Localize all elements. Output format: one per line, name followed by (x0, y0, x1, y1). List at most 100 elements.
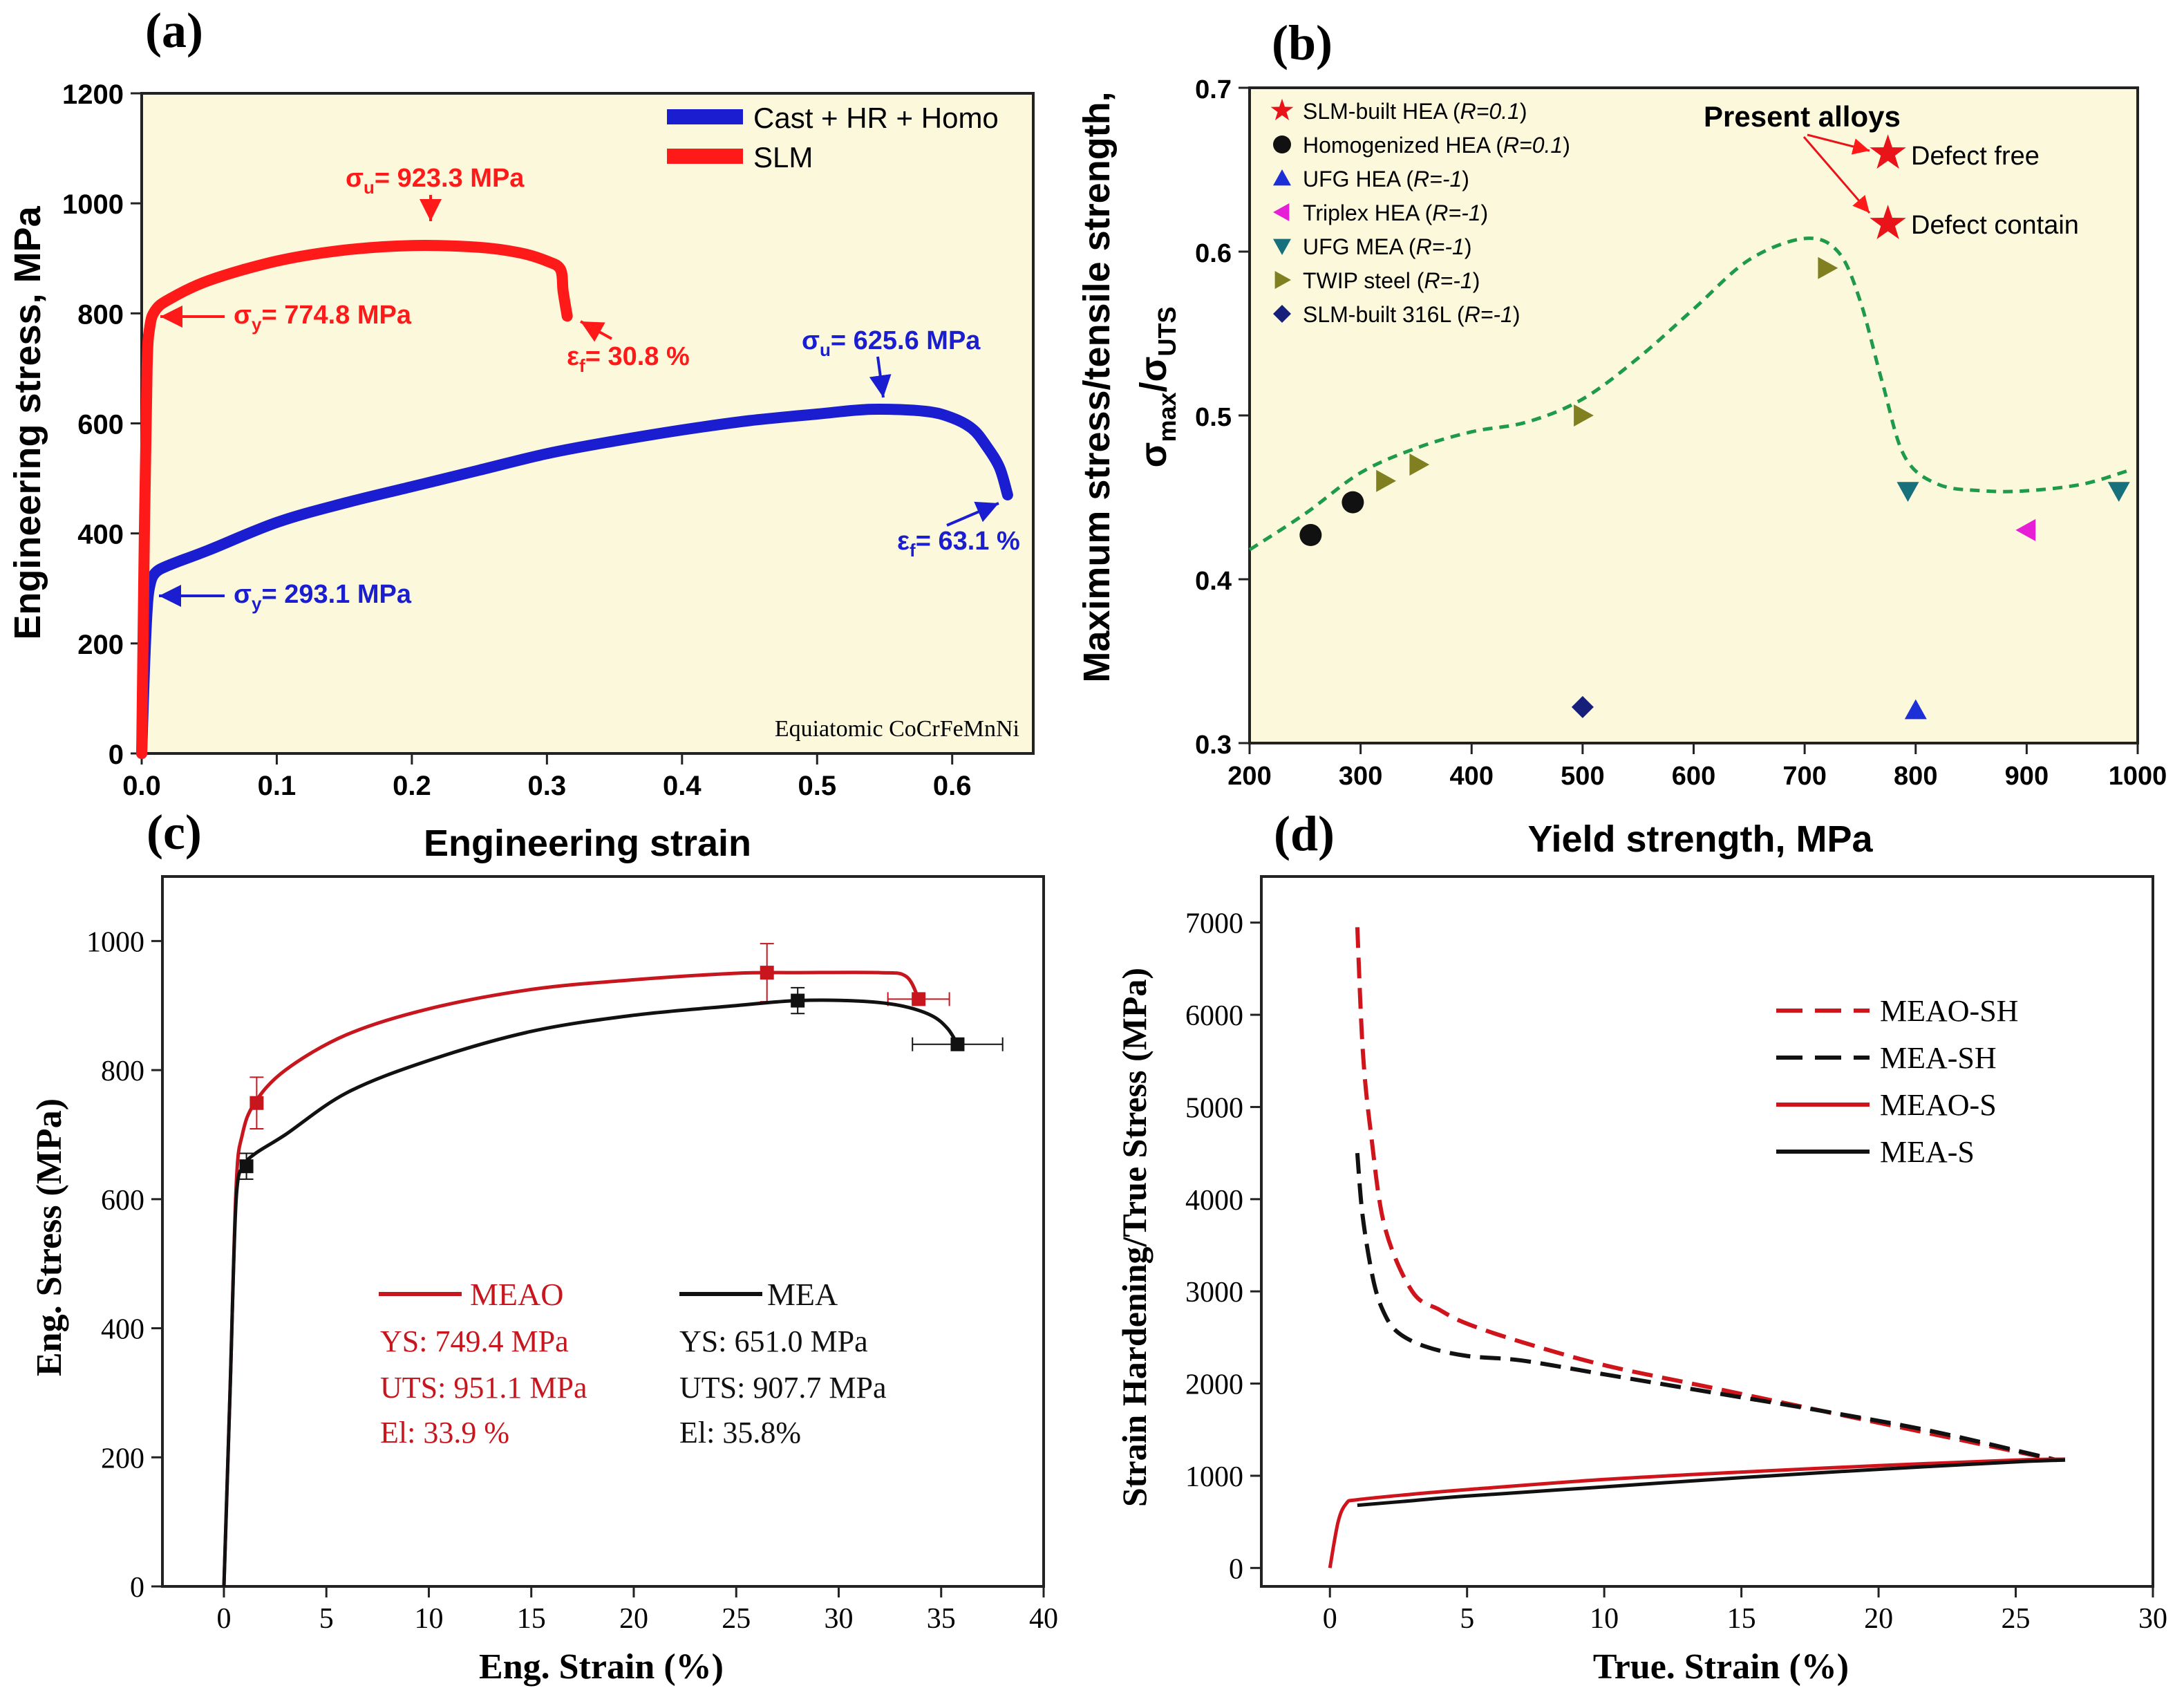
legend-label-ufg-mea: UFG MEA (R=-1) (1303, 234, 1471, 259)
y-tick-label: 4000 (1185, 1185, 1243, 1217)
data-point-triplex-hea (2015, 518, 2036, 541)
panel-b-y-axis-main: Maximum stress/tensile strength, (1076, 91, 1118, 682)
data-point-ufg-hea (1904, 699, 1927, 720)
panel-b-ticks: 200 300 400 500 600 700 800 900 1000 0.3 0.4 0.5 0.6… (1195, 75, 2167, 791)
legend-close-paren: ) (1520, 99, 1527, 124)
y-tick-label: 2000 (1185, 1369, 1243, 1401)
legend-close-paren: ) (1473, 268, 1480, 293)
x-tick-label: 15 (517, 1603, 546, 1635)
y-tick-label: 1000 (1185, 1461, 1243, 1493)
annotation-slm-ys: σy= 774.8 MPa (234, 301, 412, 335)
legend-el-mea: El: 35.8% (679, 1416, 801, 1450)
panel-d-legend: MEAO-SH MEA-SH MEAO-S MEA-S (1776, 994, 2018, 1169)
legend-label-mea-sh: MEA-SH (1880, 1041, 1997, 1075)
panel-a-plot-area (140, 92, 1035, 755)
series-line-slm (136, 240, 573, 759)
panel-b-y-axis-ratio: σmax/σUTS (1133, 307, 1181, 468)
legend-name-mea: MEA (767, 1277, 838, 1312)
panel-b-plot-area (1248, 86, 2139, 744)
data-point-twip-steel (1818, 256, 1838, 279)
x-tick-label: 0 (216, 1603, 231, 1635)
x-tick-label: 800 (1894, 762, 1937, 791)
legend-label-cast: Cast + HR + Homo (753, 102, 999, 134)
x-tick-label: 5 (1460, 1603, 1474, 1635)
legend-name: UFG MEA ( (1303, 234, 1416, 259)
data-point-slm-built-hea (1870, 134, 1906, 169)
legend-name: TWIP steel ( (1303, 268, 1424, 293)
panel-a-label: (a) (145, 3, 203, 58)
y-tick-label: 3000 (1185, 1277, 1243, 1309)
panel-b-label: (b) (1272, 15, 1333, 71)
data-point-slm-built-hea (1870, 205, 1906, 239)
legend-label-homogenized-hea: Homogenized HEA (R=0.1) (1303, 133, 1570, 158)
arrow-slm-ef (580, 320, 612, 342)
arrow-present-contain (1802, 136, 1871, 214)
panel-c-legend: MEAO YS: 749.4 MPa UTS: 951.1 MPa El: 33… (379, 1277, 886, 1450)
panel-d-label: (d) (1274, 806, 1335, 861)
x-tick-label: 0.1 (258, 771, 296, 801)
panel-a-x-axis-label: Engineering strain (424, 823, 751, 864)
data-marker-mea (791, 993, 805, 1008)
data-marker-meao (250, 1096, 264, 1110)
legend-ys-mea: YS: 651.0 MPa (679, 1324, 868, 1358)
x-tick-label: 25 (2002, 1603, 2031, 1635)
x-tick-label: 30 (2138, 1603, 2167, 1635)
panel-a: (a) Engineering strain Engineering stres… (7, 3, 1035, 864)
legend-r-value: R=0.1 (1460, 99, 1520, 124)
legend-name-meao: MEAO (470, 1277, 563, 1312)
legend-close-paren: ) (1465, 234, 1472, 259)
panel-a-ticks: 0.0 0.1 0.2 0.3 0.4 0.5 0.6 0 200 400 600 800 1000 12… (62, 79, 972, 801)
legend-name: SLM-built 316L ( (1303, 302, 1465, 327)
legend-uts-mea: UTS: 907.7 MPa (679, 1371, 886, 1405)
panel-b-legend: SLM-built HEA (R=0.1)Homogenized HEA (R=… (1270, 98, 1570, 327)
annotation-cast-uts: σu= 625.6 MPa (802, 326, 981, 360)
y-tick-label: 400 (77, 520, 124, 550)
x-tick-label: 700 (1782, 762, 1826, 791)
panel-b-x-axis-label: Yield strength, MPa (1527, 818, 1873, 860)
panel-d-plot-area (1260, 875, 2154, 1588)
y-tick-label: 0.5 (1195, 403, 1232, 432)
panel-b-y-axis-label: Maximum stress/tensile strength, σmax/σU… (1076, 91, 1181, 682)
y-tick-label: 7000 (1185, 908, 1243, 940)
data-point-homogenized-hea (1299, 524, 1322, 547)
legend-name: Homogenized HEA ( (1303, 133, 1503, 158)
panel-b: (b) Yield strength, MPa Maximum stress/t… (1076, 15, 2167, 860)
x-tick-label: 500 (1561, 762, 1604, 791)
legend-label-meao-sh: MEAO-SH (1880, 994, 2018, 1028)
y-tick-label: 0 (1229, 1553, 1243, 1585)
data-marker-mea (950, 1037, 965, 1051)
y-tick-label: 200 (77, 630, 124, 660)
y-tick-label: 5000 (1185, 1092, 1243, 1124)
panel-c-label: (c) (147, 805, 202, 860)
panel-a-y-axis-label: Engineering stress, MPa (7, 205, 48, 639)
legend-r-value: R=-1 (1424, 268, 1472, 293)
data-point-twip-steel (1376, 469, 1396, 492)
panel-b-trend (1248, 236, 2127, 552)
panel-d-lines (1328, 927, 2066, 1568)
x-tick-label: 0 (1323, 1603, 1337, 1635)
series-line-cast-hr-homo (136, 403, 1013, 759)
legend-ys-meao: YS: 749.4 MPa (380, 1324, 569, 1358)
x-tick-label: 600 (1672, 762, 1715, 791)
panel-d: (d) True. Strain (%) Strain Hardening/Tr… (1115, 806, 2167, 1687)
x-tick-label: 10 (414, 1603, 443, 1635)
legend-label-slm-built-hea: SLM-built HEA (R=0.1) (1303, 99, 1527, 124)
y-tick-label: 600 (101, 1185, 144, 1217)
panel-d-x-axis-label: True. Strain (%) (1593, 1647, 1849, 1687)
annotation-slm-ef: εf= 30.8 % (567, 342, 690, 376)
y-tick-label: 0.4 (1195, 567, 1232, 596)
x-tick-label: 400 (1450, 762, 1494, 791)
panel-c-y-axis-label: Eng. Stress (MPa) (30, 1098, 69, 1376)
legend-el-meao: El: 33.9 % (380, 1416, 509, 1450)
x-tick-label: 15 (1727, 1603, 1756, 1635)
legend-r-value: R=-1 (1465, 302, 1513, 327)
legend-marker-ufg-mea (1273, 238, 1291, 255)
trend-line (1248, 236, 2127, 552)
panel-b-points (1299, 134, 2130, 720)
annotation-slm-uts: σu= 923.3 MPa (346, 164, 525, 198)
y-tick-label: 400 (101, 1314, 144, 1346)
legend-label-twip-steel: TWIP steel (R=-1) (1303, 268, 1480, 293)
data-marker-meao (760, 966, 774, 980)
y-tick-label: 800 (101, 1056, 144, 1087)
